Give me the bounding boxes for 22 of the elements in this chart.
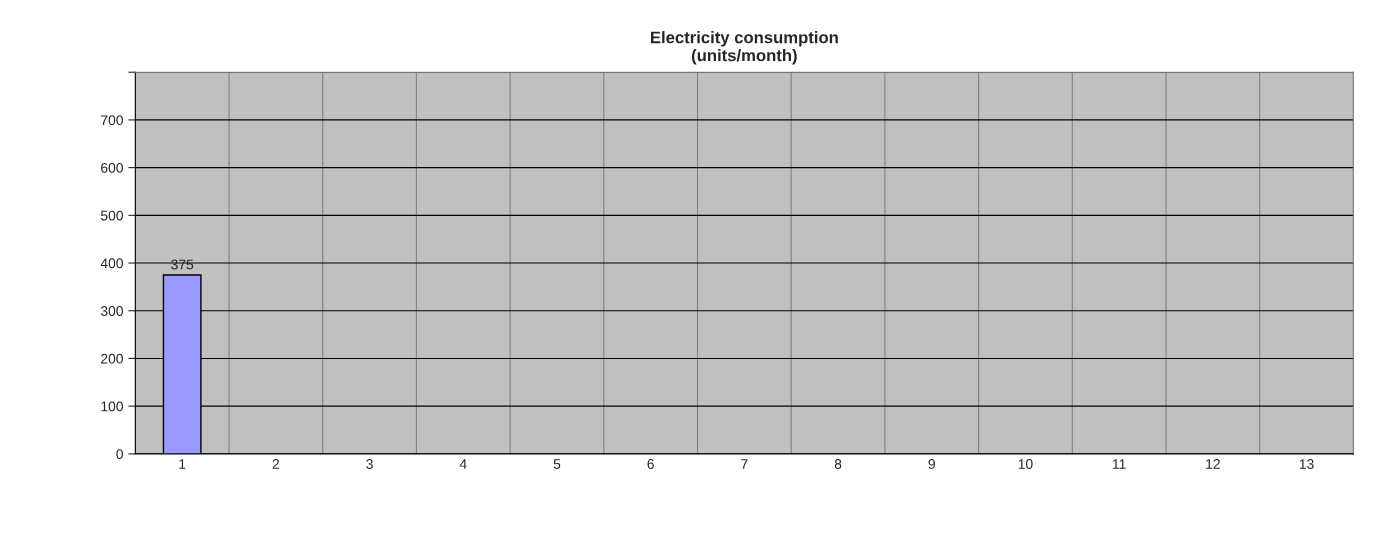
y-tick-label: 200	[101, 353, 123, 364]
y-tick-label: 500	[100, 210, 123, 221]
y-tick-label: 0	[116, 449, 123, 460]
x-tick-label: 1	[179, 459, 186, 469]
x-tick-label: 13	[1299, 459, 1314, 469]
x-tick-label: 6	[647, 459, 654, 469]
x-tick-label: 7	[741, 459, 748, 469]
x-tick-label: 4	[459, 459, 467, 469]
x-tick-label: 12	[1206, 459, 1220, 469]
x-tick-label: 5	[553, 459, 561, 469]
x-tick-label: 11	[1112, 459, 1126, 469]
y-tick-label: 300	[100, 306, 123, 316]
x-tick-label: 3	[366, 459, 373, 469]
x-tick-label: 8	[834, 459, 842, 469]
y-tick-label: 100	[101, 401, 123, 412]
y-tick-label: 700	[101, 115, 123, 126]
chart-title: Electricity consumption (units/month)	[651, 31, 838, 65]
x-tick-label: 2	[272, 459, 280, 469]
x-tick-label: 10	[1018, 459, 1033, 469]
x-tick-label: 9	[928, 459, 935, 469]
y-tick-label: 400	[100, 258, 123, 269]
y-tick-label: 600	[101, 162, 123, 173]
